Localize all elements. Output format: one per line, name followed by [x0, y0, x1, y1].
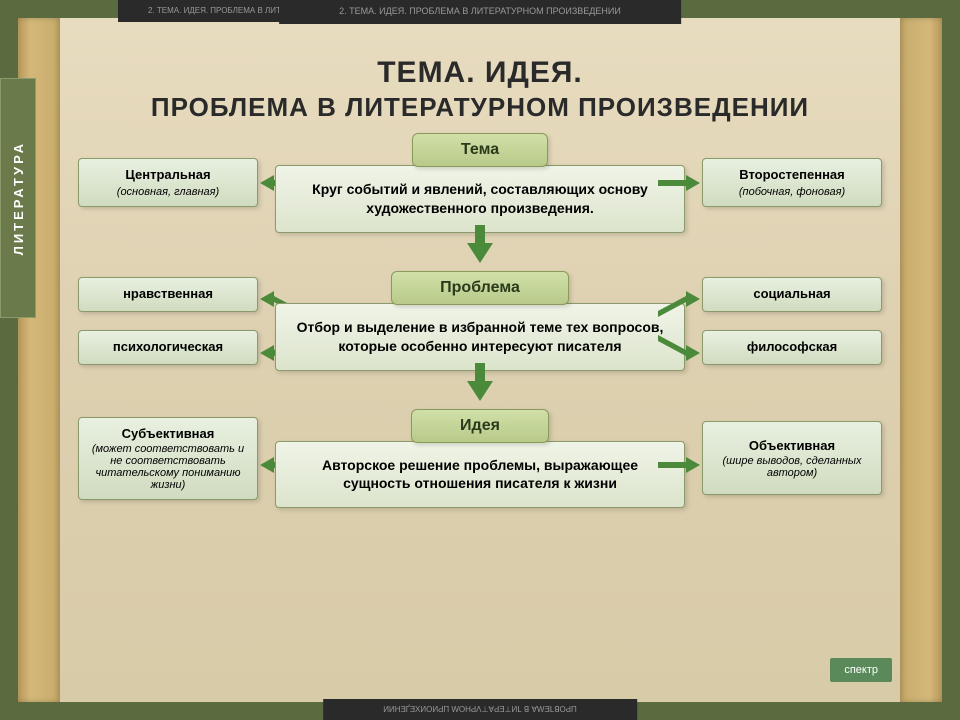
idea-left-box: Субъективная (может соответствовать и не… — [78, 417, 258, 500]
box-title: нравственная — [89, 286, 247, 301]
idea-definition: Авторское решение проблемы, выражающее с… — [275, 441, 685, 509]
tema-left-box: Центральная (основная, главная) — [78, 158, 258, 207]
problema-header: Проблема — [391, 271, 569, 305]
box-title: психологическая — [89, 339, 247, 354]
poster-frame: ЛИТЕРАТУРА 2. ТЕМА. ИДЕЯ. ПРОБЛЕМА В ЛИТ… — [0, 0, 960, 720]
box-title: Центральная — [89, 167, 247, 182]
diagram-content: ТЕМА. ИДЕЯ. ПРОБЛЕМА В ЛИТЕРАТУРНОМ ПРОИ… — [78, 48, 882, 672]
box-title: Объективная — [713, 438, 871, 453]
problema-right-1: социальная — [702, 277, 882, 312]
title-line2: ПРОБЛЕМА В ЛИТЕРАТУРНОМ ПРОИЗВЕДЕНИИ — [78, 92, 882, 123]
scroll-edge-right — [900, 18, 942, 702]
problema-left-2: психологическая — [78, 330, 258, 365]
title-line1: ТЕМА. ИДЕЯ. — [78, 56, 882, 90]
box-title: Субъективная — [89, 426, 247, 441]
section-idea: Субъективная (может соответствовать и не… — [78, 409, 882, 509]
problema-left-1: нравственная — [78, 277, 258, 312]
bottom-tab: ИИНƎҐƎХИОИԀΠ WOHԀΛ⊥∀ԀƎ⊥ИԼ ꓭ ∀WƎԼꓭOԀΠ — [323, 699, 637, 720]
problema-definition: Отбор и выделение в избранной теме тех в… — [275, 303, 685, 371]
section-tema: Центральная (основная, главная) Тема Кру… — [78, 133, 882, 233]
box-sub: (побочная, фоновая) — [739, 186, 845, 198]
arrow-down-icon — [467, 243, 493, 263]
box-title: философская — [713, 339, 871, 354]
box-title: Второстепенная — [713, 167, 871, 182]
tema-right-box: Второстепенная (побочная, фоновая) — [702, 158, 882, 207]
top-tab-main: 2. ТЕМА. ИДЕЯ. ПРОБЛЕМА В ЛИТЕРАТУРНОМ П… — [279, 0, 681, 24]
idea-header: Идея — [411, 409, 549, 443]
idea-right-box: Объективная (шире выводов, сделанных авт… — [702, 421, 882, 495]
sidebar-tab: ЛИТЕРАТУРА — [0, 78, 36, 318]
box-sub: (может соответствовать и не соответствов… — [89, 443, 247, 491]
problema-right-2: философская — [702, 330, 882, 365]
box-sub: (шире выводов, сделанных автором) — [713, 455, 871, 479]
arrow-down-icon — [467, 381, 493, 401]
tema-definition: Круг событий и явлений, составляющих осн… — [275, 165, 685, 233]
section-problema: нравственная психологическая Проблема От… — [78, 271, 882, 371]
box-sub: (основная, главная) — [117, 186, 219, 198]
sidebar-label: ЛИТЕРАТУРА — [11, 141, 26, 255]
tema-header: Тема — [412, 133, 548, 167]
box-title: социальная — [713, 286, 871, 301]
